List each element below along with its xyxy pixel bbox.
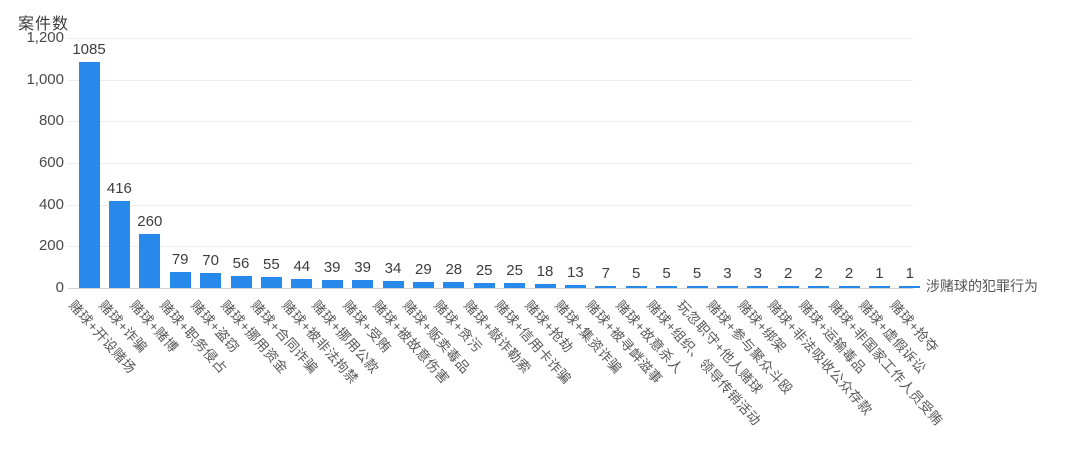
bar-赌球+职务侵占[interactable] (169, 271, 191, 288)
bar-赌球+合同诈骗[interactable] (260, 276, 282, 288)
y-axis-title: 案件数 (18, 16, 70, 33)
bar-赌球+贩卖毒品[interactable] (412, 281, 434, 288)
bar-赌球+盗窃[interactable] (200, 273, 222, 288)
bar-赌球+运输毒品[interactable] (808, 285, 830, 288)
bar-value-label: 79 (171, 250, 189, 268)
gridline-200 (68, 246, 913, 248)
gridline-1200 (68, 38, 913, 39)
bar-value-label: 416 (106, 180, 132, 198)
bar-赌球+非国家工作人员受贿[interactable] (838, 285, 860, 288)
bar-value-label: 55 (263, 255, 280, 273)
bar-value-label: 34 (384, 259, 402, 277)
bar-赌球+参与聚众斗殴[interactable] (716, 285, 738, 288)
bar-value-label: 2 (844, 264, 854, 282)
bar-value-label: 29 (415, 260, 432, 278)
bar-赌球+抢劫[interactable] (534, 284, 556, 288)
bar-value-label: 2 (814, 264, 823, 282)
gridline-0 (68, 288, 913, 289)
bar-赌球+被非法拘禁[interactable] (291, 278, 313, 288)
bar-value-label: 2 (784, 264, 793, 282)
y-tick-label: 0 (55, 279, 64, 296)
bar-value-label: 18 (536, 263, 554, 281)
bar-value-label: 5 (662, 264, 671, 282)
bar-赌球+集资诈骗[interactable] (564, 285, 586, 288)
y-tick-label: 600 (38, 154, 64, 171)
bar-赌球+组织、领导传销活动[interactable] (656, 285, 678, 288)
bar-value-label: 1 (875, 264, 884, 282)
bar-value-label: 3 (753, 264, 762, 282)
bar-玩忽职守+他人赌球[interactable] (686, 285, 708, 288)
bar-赌球+挪用资金[interactable] (230, 276, 252, 288)
bar-赌球+虚假诉讼[interactable] (868, 285, 890, 288)
y-tick-label: 200 (38, 237, 64, 255)
bar-赌球+敲诈勒索[interactable] (473, 282, 495, 288)
bar-赌球+挪用公款[interactable] (321, 279, 343, 288)
bar-value-label: 5 (692, 264, 702, 282)
y-tick-label: 1,000 (26, 70, 64, 88)
bar-value-label: 70 (202, 252, 219, 270)
bar-value-label: 25 (475, 261, 493, 279)
bar-value-label: 260 (137, 212, 163, 230)
bar-value-label: 13 (567, 264, 584, 282)
y-tick-label: 800 (38, 112, 64, 130)
gridline-1000 (68, 79, 913, 81)
bar-赌球+抢夺[interactable] (899, 285, 921, 288)
gridline-400 (68, 204, 913, 206)
bar-赌球+非法吸收公众存款[interactable] (777, 285, 799, 288)
bar-value-label: 56 (232, 255, 250, 273)
bar-value-label: 3 (723, 264, 732, 282)
bar-赌球+故意杀人[interactable] (625, 285, 647, 288)
bar-赌球+开设赌场[interactable] (78, 61, 100, 288)
bar-value-label: 7 (601, 264, 610, 282)
bar-赌球+信用卡诈骗[interactable] (504, 282, 526, 288)
bar-value-label: 1 (905, 264, 914, 282)
x-axis-title: 涉赌球的犯罪行为 (926, 278, 1038, 294)
bar-赌球+赌博[interactable] (139, 233, 161, 288)
gridline-600 (68, 163, 913, 164)
bar-value-label: 39 (354, 258, 371, 276)
bar-value-label: 44 (293, 257, 311, 275)
bar-赌球+受贿[interactable] (352, 279, 374, 288)
bar-赌球+诈骗[interactable] (108, 201, 130, 288)
bar-value-label: 39 (323, 258, 341, 276)
bar-value-label: 5 (632, 264, 641, 282)
bar-赌球+绑架[interactable] (747, 285, 769, 288)
bar-赌球+贪污[interactable] (443, 282, 465, 288)
bar-value-label: 25 (506, 261, 523, 279)
y-tick-label: 400 (38, 195, 64, 213)
bar-value-label: 28 (445, 261, 463, 279)
y-tick-label: 1,200 (26, 29, 64, 46)
gridline-800 (68, 121, 913, 123)
bar-赌球+被寻衅滋事[interactable] (595, 285, 617, 288)
bar-赌球+被故意伤害[interactable] (382, 280, 404, 288)
bar-value-label: 1085 (72, 40, 106, 58)
